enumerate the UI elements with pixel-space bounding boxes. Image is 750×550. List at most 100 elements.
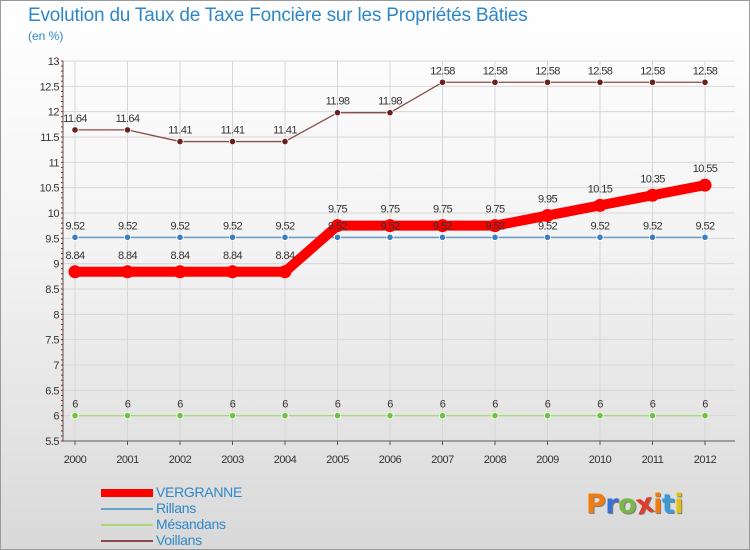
y-tick-label: 6 — [53, 411, 59, 423]
data-point-rillans — [176, 233, 184, 241]
data-label-voillans: 11.41 — [273, 125, 297, 137]
data-point-rillans — [596, 233, 604, 241]
data-label-rillans: 9.52 — [118, 220, 137, 232]
data-label-rillans: 9.52 — [695, 220, 714, 232]
data-label-mesandans: 6 — [440, 399, 446, 411]
data-label-mesandans: 6 — [597, 399, 603, 411]
x-tick-label: 2010 — [589, 454, 612, 466]
y-tick-label: 11 — [49, 157, 60, 169]
x-tick-label: 2002 — [169, 454, 192, 466]
data-point-vergranne — [593, 198, 607, 212]
x-tick-label: 2003 — [221, 454, 244, 466]
legend-swatch — [101, 508, 153, 510]
data-label-voillans: 11.64 — [116, 113, 140, 125]
data-point-voillans — [701, 78, 709, 86]
x-tick-label: 2005 — [326, 454, 349, 466]
data-label-voillans: 11.98 — [378, 96, 402, 108]
data-label-mesandans: 6 — [387, 399, 393, 411]
data-point-mesandans — [701, 412, 709, 420]
data-point-mesandans — [438, 412, 447, 420]
data-label-vergranne: 10.35 — [640, 173, 665, 185]
data-point-vergranne — [121, 265, 134, 279]
data-label-mesandans: 6 — [702, 399, 708, 411]
y-tick-label: 6.5 — [45, 385, 59, 397]
data-label-rillans: 9.52 — [590, 220, 609, 232]
x-tick-label: 2007 — [431, 454, 454, 466]
y-tick-label: 5.5 — [45, 436, 59, 448]
data-point-rillans — [333, 233, 342, 241]
y-tick-label: 7 — [53, 360, 59, 372]
legend-item-rillans: Rillans — [101, 500, 301, 517]
data-point-mesandans — [228, 412, 237, 420]
data-point-mesandans — [71, 412, 79, 420]
data-label-mesandans: 6 — [650, 399, 656, 411]
data-point-vergranne — [278, 265, 292, 279]
data-point-vergranne — [383, 219, 397, 233]
data-label-mesandans: 6 — [282, 399, 288, 411]
legend-swatch — [101, 524, 153, 526]
data-point-voillans — [228, 137, 237, 146]
data-point-voillans — [123, 126, 132, 134]
y-tick-label: 10 — [48, 208, 60, 220]
data-label-mesandans: 6 — [230, 399, 236, 411]
data-label-rillans: 9.52 — [223, 220, 242, 232]
data-label-rillans: 9.52 — [538, 220, 557, 232]
data-point-voillans — [438, 78, 447, 86]
legend-item-vergranne: VERGRANNE — [101, 484, 301, 501]
chart-legend: VERGRANNE Rillans Mésandans Voillans — [101, 484, 301, 549]
data-label-voillans: 12.58 — [640, 65, 665, 77]
data-point-vergranne — [436, 219, 449, 233]
data-point-vergranne — [331, 219, 344, 233]
legend-item-mesandans: Mésandans — [101, 516, 301, 533]
data-point-rillans — [543, 233, 552, 241]
data-label-vergranne: 9.95 — [538, 194, 557, 206]
y-tick-label: 9.5 — [45, 233, 59, 245]
data-label-rillans: 9.52 — [65, 220, 84, 232]
x-tick-label: 2009 — [536, 454, 559, 466]
y-tick-label: 10.5 — [40, 183, 60, 195]
data-point-rillans — [71, 233, 79, 241]
x-tick-label: 2008 — [484, 454, 507, 466]
data-label-voillans: 12.58 — [535, 65, 560, 77]
data-point-vergranne — [68, 265, 82, 279]
data-point-mesandans — [176, 412, 184, 420]
y-tick-label: 8 — [53, 309, 59, 321]
data-label-voillans: 11.41 — [168, 125, 192, 137]
data-label-vergranne: 8.84 — [118, 250, 137, 262]
data-label-vergranne: 10.55 — [693, 163, 718, 175]
legend-item-voillans: Voillans — [101, 532, 301, 549]
data-label-vergranne: 8.84 — [223, 250, 242, 262]
data-point-vergranne — [646, 188, 659, 202]
data-point-voillans — [386, 109, 394, 117]
proxiti-logo: Proxiti — [586, 487, 684, 522]
data-label-rillans: 9.52 — [485, 220, 504, 232]
data-label-voillans: 12.58 — [430, 65, 455, 77]
data-point-mesandans — [596, 412, 604, 420]
data-point-mesandans — [281, 412, 289, 420]
legend-label: VERGRANNE — [156, 484, 242, 500]
data-label-mesandans: 6 — [335, 399, 341, 411]
data-point-mesandans — [491, 412, 499, 420]
data-point-vergranne — [488, 219, 502, 233]
legend-label: Rillans — [156, 500, 196, 516]
data-point-mesandans — [123, 412, 132, 420]
data-label-voillans: 11.98 — [326, 96, 350, 108]
y-tick-label: 12 — [48, 107, 60, 119]
data-point-voillans — [71, 126, 79, 134]
data-point-rillans — [491, 233, 499, 241]
data-label-mesandans: 6 — [545, 399, 551, 411]
data-point-voillans — [648, 78, 657, 86]
x-tick-label: 2012 — [694, 454, 717, 466]
data-label-mesandans: 6 — [125, 399, 131, 411]
data-label-rillans: 9.52 — [433, 220, 452, 232]
data-label-mesandans: 6 — [492, 399, 498, 411]
data-point-vergranne — [698, 178, 712, 192]
data-label-vergranne: 9.75 — [485, 204, 504, 216]
data-point-rillans — [228, 233, 237, 241]
data-point-rillans — [281, 233, 289, 241]
data-point-voillans — [491, 78, 499, 86]
legend-label: Mésandans — [156, 516, 226, 532]
data-point-mesandans — [386, 412, 394, 420]
x-tick-label: 2001 — [116, 454, 139, 466]
